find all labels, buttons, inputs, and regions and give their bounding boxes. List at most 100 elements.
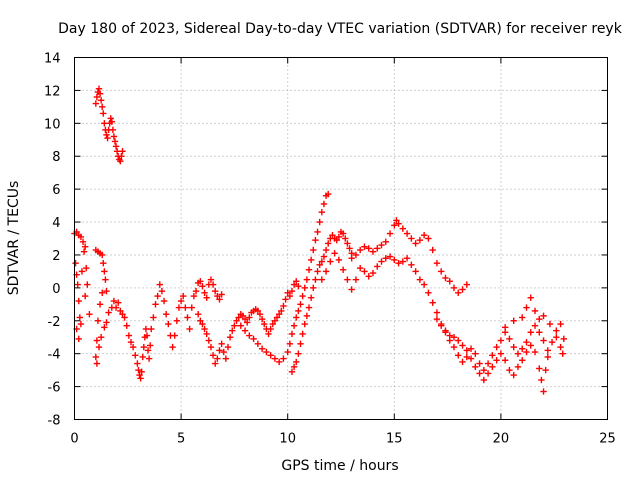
data-point-marker [531,348,539,356]
data-point-marker [450,334,458,341]
data-point-marker [86,310,93,318]
data-point-marker [523,348,530,356]
data-point-marker [150,314,157,321]
data-point-marker [536,315,543,323]
data-point-marker [94,317,102,324]
data-point-marker [83,264,90,272]
data-point-marker [344,240,351,247]
data-point-marker [190,292,198,300]
data-point-marker [339,266,347,273]
data-point-marker [386,230,394,237]
data-point-marker [314,228,321,236]
data-point-marker [286,292,294,300]
data-point-marker [199,320,206,328]
data-point-marker [216,347,223,354]
data-point-marker [412,240,419,247]
data-point-marker [288,330,296,338]
data-point-marker [318,258,326,265]
data-point-marker [290,322,298,329]
data-point-marker [316,218,323,226]
data-point-marker [361,268,368,275]
data-point-marker [216,296,223,303]
data-point-marker [214,292,221,300]
data-point-marker [346,245,353,252]
data-point-marker [233,317,240,324]
data-point-marker [484,370,492,377]
data-point-marker [310,246,317,254]
data-point-marker [203,294,210,301]
data-point-marker [450,284,458,292]
data-point-marker [293,314,300,321]
data-point-marker [527,294,534,301]
data-point-marker [173,317,181,324]
data-point-marker [254,340,262,348]
data-point-marker [108,118,116,125]
data-point-marker [162,310,170,318]
data-point-marker [295,350,302,357]
data-point-marker [207,276,215,283]
data-point-marker [119,310,126,318]
data-point-marker [203,330,210,338]
grid [74,57,608,420]
data-point-marker [74,281,81,288]
data-point-marker [95,85,103,92]
data-point-marker [184,314,191,321]
x-tick-label: 15 [386,432,403,447]
data-point-marker [305,266,313,273]
data-point-marker [269,320,276,328]
data-point-marker [188,304,195,311]
data-point-marker [205,337,213,344]
data-point-marker [412,268,419,275]
data-point-marker [258,315,266,323]
data-point-marker [177,297,185,305]
data-point-marker [514,350,522,357]
y-axis-title: SDTVAR / TECUs [6,181,22,296]
data-point-marker [455,352,462,359]
data-point-marker [305,304,313,311]
data-point-marker [169,343,176,351]
data-point-marker [214,355,221,362]
data-point-marker [320,200,328,208]
data-point-marker [101,324,108,331]
data-point-marker [442,327,449,334]
data-point-marker [115,299,122,306]
data-point-marker [212,287,219,295]
data-point-marker [194,310,202,318]
data-point-marker [154,292,161,300]
data-point-marker [318,208,326,216]
data-point-marker [356,246,364,254]
data-point-marker [489,352,496,359]
y-tick-label: -6 [48,381,61,396]
data-point-marker [103,319,110,326]
data-point-marker [212,360,219,367]
data-point-marker [243,319,251,326]
data-point-marker [77,233,85,241]
data-point-marker [93,337,101,344]
data-point-marker [182,304,189,311]
data-point-marker [391,222,398,229]
data-point-marker [99,289,106,296]
data-point-marker [395,259,402,267]
data-point-marker [119,148,126,155]
data-point-marker [307,256,315,264]
data-point-marker [100,110,107,117]
data-point-marker [519,357,526,364]
data-point-marker [171,332,178,339]
data-point-marker [382,255,389,262]
data-point-marker [408,235,415,242]
data-point-marker [329,232,336,239]
data-point-marker [369,248,377,255]
data-point-marker [472,350,479,357]
data-point-marker [199,283,206,290]
data-point-marker [442,274,449,282]
data-point-marker [241,327,249,334]
data-point-marker [282,296,289,303]
data-point-marker [519,314,526,321]
data-point-marker [295,283,302,290]
data-point-marker [241,315,249,323]
data-point-marker [121,314,128,321]
data-point-marker [438,322,445,329]
data-point-marker [348,255,355,262]
data-point-marker [273,314,281,321]
